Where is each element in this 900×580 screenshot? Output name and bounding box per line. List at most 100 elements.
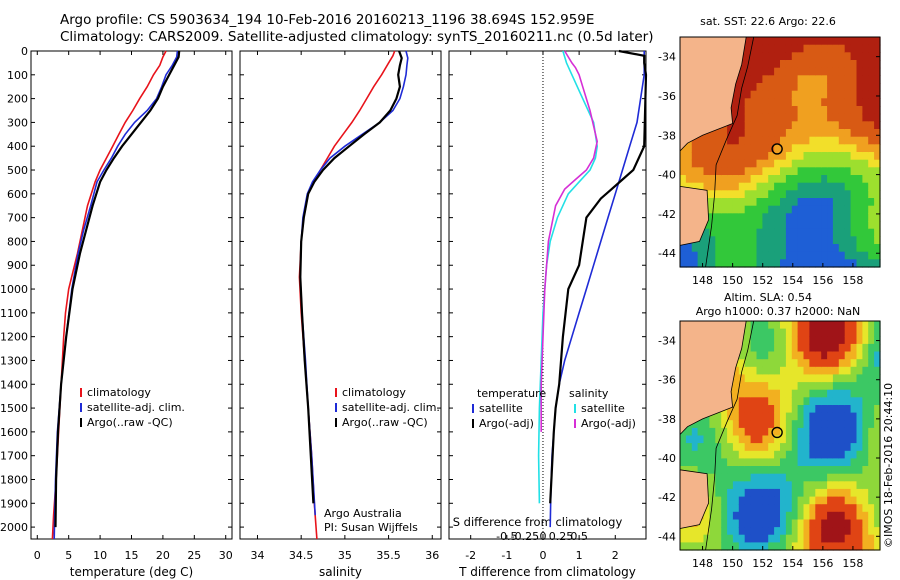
map-cell <box>844 488 852 498</box>
map-cell <box>768 67 775 76</box>
map-cell <box>821 382 828 391</box>
x-tick-label: -1 <box>501 549 512 562</box>
map-cell <box>709 251 716 260</box>
map-cell <box>868 466 875 475</box>
map-cell <box>815 466 822 475</box>
map-cell <box>856 228 863 237</box>
map-cell <box>797 534 805 543</box>
map-cell <box>815 534 822 543</box>
x-tick-label: 25 <box>187 549 201 562</box>
y-tick-label: 1200 <box>0 331 28 344</box>
map-cell <box>803 83 810 92</box>
map-cell <box>821 511 828 520</box>
x-tick-label: 34.5 <box>289 549 314 562</box>
y-tick-label: 600 <box>7 188 28 201</box>
map-cell <box>709 527 716 536</box>
map-cell <box>856 374 863 383</box>
map-cell <box>809 351 816 360</box>
map-cell <box>780 496 787 505</box>
map-cell <box>715 473 722 482</box>
map-cell <box>785 527 793 536</box>
map-cell <box>785 534 793 543</box>
map-cell <box>832 159 840 168</box>
map-cell <box>727 244 734 253</box>
map-cell <box>780 351 787 360</box>
map-cell <box>862 351 869 360</box>
map-cell <box>791 458 799 467</box>
map-cell <box>774 542 781 551</box>
map-cell <box>738 259 746 268</box>
map-cell <box>703 427 710 437</box>
map-cell <box>832 190 840 199</box>
map-cell <box>780 221 787 230</box>
map-cell <box>785 83 793 92</box>
map-cell <box>762 328 769 337</box>
map-cell <box>762 83 769 92</box>
map-cell <box>791 244 799 253</box>
map-cell <box>691 458 699 467</box>
map-cell <box>732 251 740 260</box>
map-cell <box>862 113 869 122</box>
map-cell <box>844 144 852 153</box>
map-cell <box>797 190 805 199</box>
map-sla-title1: Altim. SLA: 0.54 <box>724 291 812 304</box>
map-cell <box>738 374 746 383</box>
map-cell <box>762 98 769 107</box>
map-cell <box>821 321 828 330</box>
map-cell <box>809 236 816 245</box>
map-cell <box>762 121 769 130</box>
map-cell <box>862 389 869 398</box>
map-cell <box>791 228 799 237</box>
map-cell <box>691 159 699 168</box>
map-cell <box>744 351 752 360</box>
map-cell <box>850 136 858 145</box>
legend-label: satellite <box>581 402 625 415</box>
map-cell <box>768 244 775 253</box>
map-cell <box>762 473 769 482</box>
map-cell <box>862 98 869 107</box>
map-cell <box>762 205 769 214</box>
map-cell <box>715 443 722 452</box>
map-cell <box>856 458 863 467</box>
map-cell <box>744 198 752 207</box>
map-cell <box>797 366 805 375</box>
map-cell <box>785 236 793 245</box>
map-cell <box>697 435 705 444</box>
map-cell <box>774 44 781 53</box>
map-cell <box>791 343 799 353</box>
map-cell <box>868 67 875 76</box>
map-cell <box>750 228 758 237</box>
map-cell <box>868 374 875 383</box>
map-cell <box>874 136 881 145</box>
map-cell <box>744 481 752 490</box>
map-cell <box>797 542 805 551</box>
map-cell <box>874 121 881 130</box>
map-cell <box>850 321 858 330</box>
map-cell <box>744 534 752 543</box>
map-cell <box>815 121 822 130</box>
map-cell <box>756 496 763 505</box>
x-tick-label-salinity: 0.25 <box>549 530 574 543</box>
map-cell <box>862 473 869 482</box>
map-cell <box>821 67 828 76</box>
map-cell <box>756 228 763 237</box>
map-cell <box>762 129 769 138</box>
map-cell <box>732 496 740 505</box>
map-cell <box>709 427 716 437</box>
map-cell <box>721 259 728 268</box>
map-cell <box>844 175 852 184</box>
map-cell <box>868 519 875 528</box>
map-cell <box>832 205 840 214</box>
map-cell <box>697 519 705 528</box>
map-cell <box>756 159 763 168</box>
map-cell <box>762 412 769 421</box>
map-cell <box>762 167 769 176</box>
map-cell <box>809 374 816 383</box>
map-cell <box>827 37 834 46</box>
map-cell <box>868 136 875 145</box>
map-cell <box>815 175 822 184</box>
map-cell <box>832 420 840 429</box>
map-cell <box>803 90 810 99</box>
map-cell <box>856 481 863 490</box>
map-cell <box>809 144 816 153</box>
